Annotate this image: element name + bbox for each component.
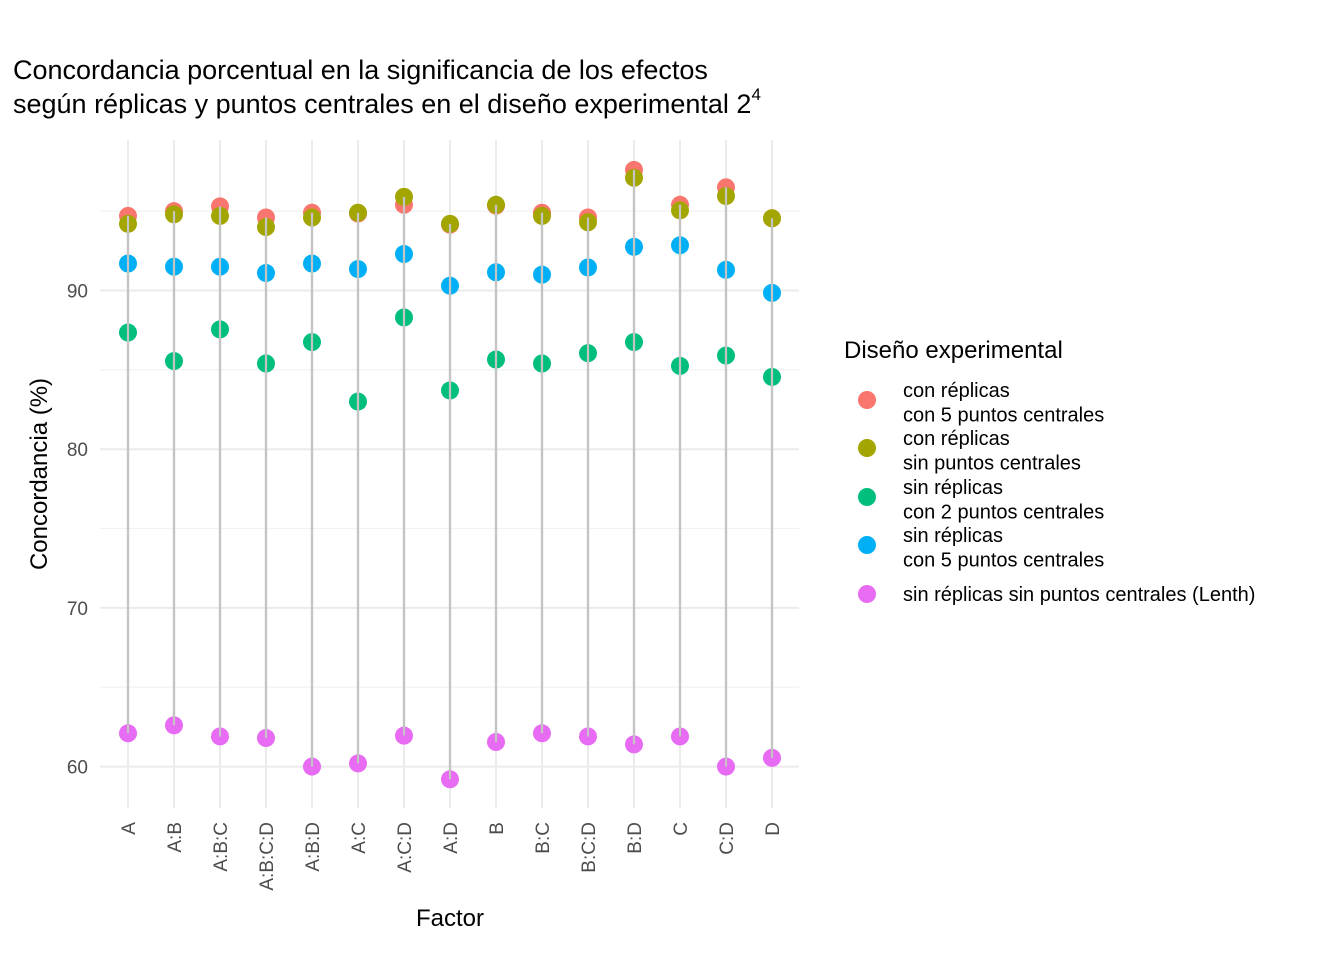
- chart-title: Concordancia porcentual en la significan…: [13, 55, 761, 119]
- plot-panel: [100, 140, 799, 808]
- y-axis-ticks: 60 70 80 90: [67, 282, 88, 779]
- legend-label: sin puntos centrales: [903, 453, 1081, 475]
- legend-item: sin réplicas sin puntos centrales (Lenth…: [858, 584, 1255, 606]
- x-tick-label: B:C:D: [579, 822, 600, 873]
- legend-label: con réplicas: [903, 428, 1010, 450]
- legend-key: [858, 391, 876, 409]
- legend-label: sin réplicas: [903, 525, 1003, 547]
- x-tick-label: A:D: [441, 822, 462, 854]
- legend-item: sin réplicas con 2 puntos centrales: [858, 477, 1104, 524]
- legend-label: sin réplicas sin puntos centrales (Lenth…: [903, 584, 1255, 606]
- legend-item: con réplicas con 5 puntos centrales: [858, 380, 1104, 427]
- legend-item: con réplicas sin puntos centrales: [858, 428, 1081, 475]
- x-axis-title: Factor: [416, 905, 484, 932]
- x-tick-label: C: [671, 822, 692, 836]
- legend-label: sin réplicas: [903, 477, 1003, 499]
- legend-key: [858, 585, 876, 603]
- legend-label: con 2 puntos centrales: [903, 502, 1104, 524]
- x-tick-label: B:C: [533, 822, 554, 854]
- x-tick-label: D: [763, 822, 784, 836]
- legend-label: con 5 puntos centrales: [903, 405, 1104, 427]
- legend-title: Diseño experimental: [844, 337, 1063, 364]
- chart-title-line-1: Concordancia porcentual en la significan…: [13, 55, 708, 85]
- x-tick-label: A:B:C: [211, 822, 232, 872]
- legend-label: con 5 puntos centrales: [903, 550, 1104, 572]
- x-tick-label: C:D: [717, 822, 738, 855]
- x-tick-label: A:B:D: [303, 822, 324, 872]
- x-tick-label: B: [487, 822, 508, 835]
- x-tick-label: A:C: [349, 822, 370, 854]
- legend-key: [858, 488, 876, 506]
- y-tick-label: 90: [67, 282, 88, 303]
- y-axis-title: Concordancia (%): [26, 378, 53, 570]
- x-tick-label: A:C:D: [395, 822, 416, 873]
- chart-title-line-2: según réplicas y puntos centrales en el …: [13, 85, 761, 119]
- legend-key: [858, 536, 876, 554]
- legend-item: sin réplicas con 5 puntos centrales: [858, 525, 1104, 572]
- y-tick-label: 60: [67, 758, 88, 779]
- x-tick-label: B:D: [625, 822, 646, 854]
- range-segments-overlay: [126, 169, 774, 780]
- x-tick-label: A:B:C:D: [257, 822, 278, 891]
- chart-title-line-2-text: según réplicas y puntos centrales en el …: [13, 89, 751, 119]
- legend-key: [858, 439, 876, 457]
- x-tick-label: A: [119, 822, 140, 835]
- x-tick-label: A:B: [165, 822, 186, 853]
- chart-title-superscript: 4: [751, 85, 760, 104]
- x-axis-ticks: A A:B A:B:C A:B:C:D A:B:D A:C A:C:D A:D B B:C B:C:…: [119, 822, 784, 891]
- y-tick-label: 80: [67, 440, 88, 461]
- legend-label: con réplicas: [903, 380, 1010, 402]
- y-tick-label: 70: [67, 599, 88, 620]
